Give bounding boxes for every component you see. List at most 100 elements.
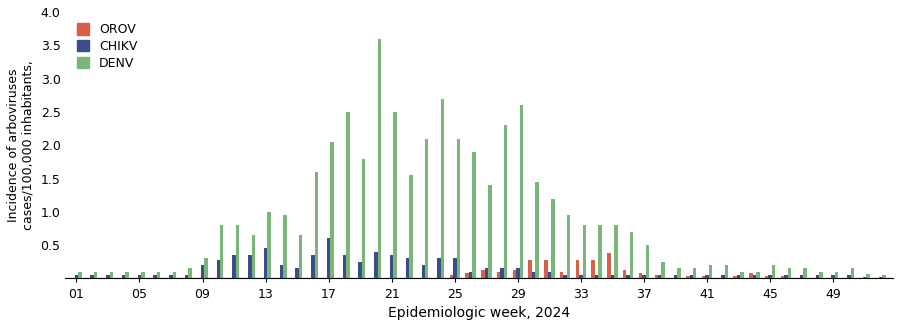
Bar [173, 272, 176, 279]
Bar [639, 273, 643, 279]
Bar [299, 235, 302, 279]
Bar [267, 212, 271, 279]
Bar [544, 260, 547, 279]
Bar [689, 275, 693, 279]
Bar [90, 275, 94, 279]
Bar [800, 275, 804, 279]
Bar [850, 268, 854, 279]
Bar [882, 275, 886, 279]
Bar [378, 39, 381, 279]
Bar [580, 275, 582, 279]
Bar [867, 274, 870, 279]
Bar [201, 265, 204, 279]
Y-axis label: Incidence of arboviruses
cases/100,000 inhabitants,: Incidence of arboviruses cases/100,000 i… [7, 60, 35, 230]
Bar [662, 262, 665, 279]
Bar [709, 265, 712, 279]
Bar [674, 275, 677, 279]
Bar [749, 273, 752, 279]
Bar [425, 139, 428, 279]
Bar [734, 276, 737, 279]
Bar [737, 275, 741, 279]
Bar [94, 272, 97, 279]
Bar [453, 258, 456, 279]
Bar [847, 275, 850, 279]
Bar [815, 275, 819, 279]
Bar [626, 275, 630, 279]
Bar [547, 272, 551, 279]
Bar [645, 245, 649, 279]
Bar [567, 215, 571, 279]
Bar [686, 276, 689, 279]
Bar [504, 125, 508, 279]
Bar [346, 112, 349, 279]
Bar [472, 152, 476, 279]
Bar [106, 275, 110, 279]
Bar [630, 232, 634, 279]
Bar [724, 265, 728, 279]
Bar [280, 265, 284, 279]
Bar [677, 268, 680, 279]
Bar [169, 275, 173, 279]
Bar [528, 260, 532, 279]
Bar [551, 198, 554, 279]
Bar [752, 275, 756, 279]
Bar [772, 265, 775, 279]
Bar [327, 238, 330, 279]
Bar [393, 112, 397, 279]
Bar [437, 258, 441, 279]
Bar [75, 275, 78, 279]
Bar [582, 225, 586, 279]
Bar [784, 275, 788, 279]
Legend: OROV, CHIKV, DENV: OROV, CHIKV, DENV [72, 18, 142, 75]
Bar [608, 253, 611, 279]
Bar [406, 258, 410, 279]
Bar [835, 272, 838, 279]
Bar [804, 268, 806, 279]
Bar [819, 272, 823, 279]
Bar [204, 258, 208, 279]
Bar [516, 268, 519, 279]
Bar [598, 225, 602, 279]
Bar [863, 277, 867, 279]
Bar [217, 261, 220, 279]
Bar [769, 275, 772, 279]
Bar [78, 272, 82, 279]
Bar [780, 276, 784, 279]
Bar [878, 277, 882, 279]
Bar [513, 270, 516, 279]
Bar [614, 225, 617, 279]
Bar [788, 268, 791, 279]
Bar [252, 235, 255, 279]
Bar [232, 255, 236, 279]
Bar [248, 255, 252, 279]
Bar [421, 265, 425, 279]
Bar [315, 172, 318, 279]
X-axis label: Epidemiologic week, 2024: Epidemiologic week, 2024 [388, 306, 571, 320]
Bar [500, 268, 504, 279]
Bar [138, 275, 141, 279]
Bar [623, 270, 626, 279]
Bar [484, 268, 488, 279]
Bar [295, 268, 299, 279]
Bar [654, 275, 658, 279]
Bar [236, 225, 239, 279]
Bar [311, 255, 315, 279]
Bar [141, 272, 145, 279]
Bar [611, 275, 614, 279]
Bar [188, 268, 192, 279]
Bar [497, 272, 500, 279]
Bar [122, 275, 125, 279]
Bar [765, 276, 769, 279]
Bar [330, 142, 334, 279]
Bar [576, 260, 580, 279]
Bar [157, 272, 160, 279]
Bar [110, 272, 113, 279]
Bar [706, 275, 709, 279]
Bar [482, 270, 484, 279]
Bar [154, 275, 157, 279]
Bar [441, 98, 445, 279]
Bar [488, 185, 491, 279]
Bar [643, 275, 645, 279]
Bar [832, 275, 835, 279]
Bar [532, 272, 536, 279]
